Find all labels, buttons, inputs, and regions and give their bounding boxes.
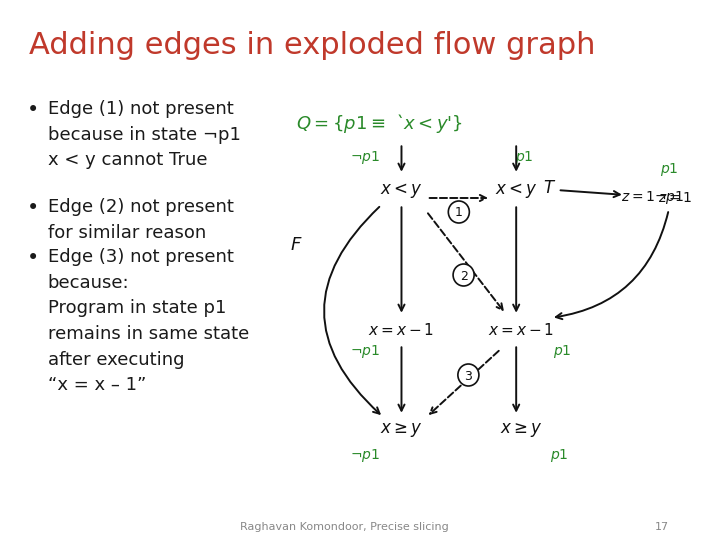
- Circle shape: [458, 364, 479, 386]
- Text: •: •: [27, 198, 39, 218]
- Text: Edge (1) not present
because in state ¬p1
x < y cannot True: Edge (1) not present because in state ¬p…: [48, 100, 240, 170]
- Text: $z = 1\neg p1$: $z = 1\neg p1$: [621, 190, 685, 206]
- Circle shape: [453, 264, 474, 286]
- Text: 3: 3: [464, 369, 472, 382]
- Text: $p1$: $p1$: [660, 161, 678, 179]
- Text: $p1$: $p1$: [553, 343, 571, 361]
- Text: $T$: $T$: [543, 179, 556, 197]
- Text: $F$: $F$: [290, 236, 302, 254]
- Text: 2: 2: [459, 269, 467, 282]
- Text: $x < y$: $x < y$: [380, 180, 423, 199]
- Text: $x < y$: $x < y$: [495, 180, 538, 199]
- Text: Edge (3) not present
because:
Program in state p1
remains in same state
after ex: Edge (3) not present because: Program in…: [48, 248, 249, 395]
- Text: Edge (2) not present
for similar reason: Edge (2) not present for similar reason: [48, 198, 234, 242]
- Text: $x = x - 1$: $x = x - 1$: [369, 322, 435, 338]
- Text: Raghavan Komondoor, Precise slicing: Raghavan Komondoor, Precise slicing: [240, 522, 449, 532]
- Text: $p1$: $p1$: [515, 150, 533, 166]
- Text: $x \geq y$: $x \geq y$: [500, 421, 542, 439]
- Text: $x \geq y$: $x \geq y$: [380, 421, 423, 439]
- Text: Adding edges in exploded flow graph: Adding edges in exploded flow graph: [29, 30, 595, 59]
- Text: $\neg p1$: $\neg p1$: [351, 447, 380, 463]
- Text: $\neg p1$: $\neg p1$: [351, 343, 380, 361]
- Text: $p1$: $p1$: [550, 447, 569, 463]
- Text: $x = x - 1$: $x = x - 1$: [488, 322, 554, 338]
- Text: $Q = \{p1 \equiv$ `$x < y$'$\}$: $Q = \{p1 \equiv$ `$x < y$'$\}$: [297, 112, 463, 135]
- Text: $\neg p1$: $\neg p1$: [351, 150, 380, 166]
- Text: $z = 1$: $z = 1$: [658, 191, 692, 205]
- Text: •: •: [27, 248, 39, 268]
- Text: •: •: [27, 100, 39, 120]
- Text: 1: 1: [455, 206, 463, 219]
- Circle shape: [449, 201, 469, 223]
- Text: 17: 17: [655, 522, 669, 532]
